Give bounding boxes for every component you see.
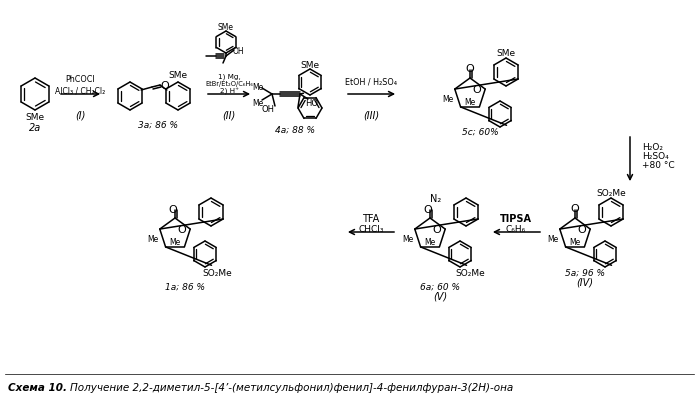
Text: TFA: TFA	[362, 213, 380, 223]
Text: Me: Me	[463, 98, 475, 107]
Text: SMe: SMe	[496, 49, 516, 58]
Text: EtBr/Et₂O/C₆H₆: EtBr/Et₂O/C₆H₆	[205, 81, 253, 87]
Text: +80 °C: +80 °C	[642, 161, 675, 170]
Text: O: O	[570, 204, 579, 213]
Text: SMe: SMe	[301, 61, 319, 70]
Text: Me: Me	[569, 238, 580, 247]
Text: CHCl₃: CHCl₃	[359, 225, 384, 234]
Text: SO₂Me: SO₂Me	[455, 268, 485, 277]
Text: 3a; 86 %: 3a; 86 %	[138, 120, 178, 129]
Text: H₂SO₄: H₂SO₄	[642, 152, 669, 161]
Text: 5a; 96 %: 5a; 96 %	[565, 268, 605, 277]
Text: O: O	[178, 225, 187, 234]
Text: TIPSA: TIPSA	[500, 213, 532, 223]
Text: (III): (III)	[363, 111, 379, 121]
Text: 2) H⁺: 2) H⁺	[219, 87, 238, 94]
Text: Me: Me	[424, 238, 435, 247]
Text: 1a; 86 %: 1a; 86 %	[165, 282, 205, 291]
Text: Me: Me	[147, 235, 159, 244]
Text: PhCOCl: PhCOCl	[65, 75, 95, 84]
Text: Me: Me	[252, 82, 264, 91]
Text: (II): (II)	[222, 111, 236, 121]
Text: 2a: 2a	[29, 123, 41, 133]
Text: (V): (V)	[433, 291, 447, 301]
Text: SO₂Me: SO₂Me	[202, 268, 232, 277]
Text: 6a; 60 %: 6a; 60 %	[420, 282, 460, 291]
Text: O: O	[433, 225, 442, 234]
Text: Me: Me	[442, 95, 454, 104]
Text: Me: Me	[403, 235, 414, 244]
Text: O: O	[161, 81, 169, 91]
Text: Me: Me	[252, 98, 264, 107]
Text: SMe: SMe	[218, 22, 234, 31]
Text: O: O	[168, 204, 178, 214]
Text: O: O	[424, 204, 433, 214]
Text: HO: HO	[305, 98, 319, 107]
Text: 4a; 88 %: 4a; 88 %	[275, 125, 315, 134]
Text: O: O	[578, 225, 586, 234]
Text: Схема 10.: Схема 10.	[8, 382, 67, 392]
Text: (IV): (IV)	[577, 277, 593, 287]
Text: AlCl₃ / CH₂Cl₂: AlCl₃ / CH₂Cl₂	[55, 86, 105, 95]
Text: Получение 2,2-диметил-5-[4’-(метилсульфонил)фенил]-4-фенилфуран-3(2H)-она: Получение 2,2-диметил-5-[4’-(метилсульфо…	[70, 382, 513, 392]
Text: Me: Me	[168, 238, 180, 247]
Text: OH: OH	[232, 46, 244, 55]
Text: N₂: N₂	[431, 193, 442, 204]
Text: O: O	[473, 85, 482, 95]
Text: Me: Me	[547, 235, 559, 244]
Text: (I): (I)	[75, 111, 85, 121]
Text: SO₂Me: SO₂Me	[596, 189, 626, 198]
Text: SMe: SMe	[25, 112, 45, 121]
Text: O: O	[466, 64, 475, 74]
Text: H₂O₂: H₂O₂	[642, 143, 663, 152]
Text: SMe: SMe	[168, 70, 187, 79]
Text: 1) Mg,: 1) Mg,	[217, 74, 240, 80]
Text: OH: OH	[261, 105, 275, 114]
Text: 5c; 60%: 5c; 60%	[461, 127, 498, 136]
Text: C₆H₆: C₆H₆	[506, 225, 526, 234]
Text: EtOH / H₂SO₄: EtOH / H₂SO₄	[345, 77, 397, 86]
